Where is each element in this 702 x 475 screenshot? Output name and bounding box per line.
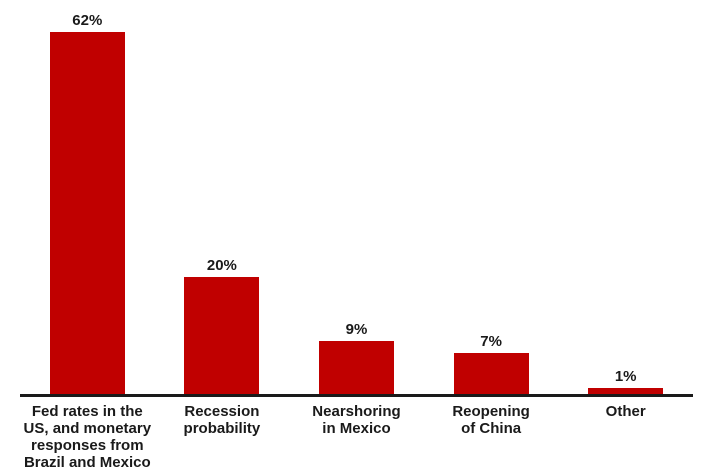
bar-value-label: 1% <box>614 368 637 385</box>
bar-group: 1% <box>558 0 693 394</box>
bar <box>318 341 394 394</box>
bar-group: 9% <box>289 0 424 394</box>
bar <box>184 277 260 394</box>
bar-group: 62% <box>20 0 155 394</box>
bar <box>49 32 125 394</box>
category-label: Other <box>605 403 646 420</box>
plot-area: 62% 20% 9% 7% 1% <box>20 0 693 397</box>
bar-value-label: 20% <box>206 257 237 274</box>
bar-group: 7% <box>424 0 559 394</box>
bar-value-label: 7% <box>480 333 502 350</box>
category-label: Nearshoring in Mexico <box>312 403 401 437</box>
category-label: Fed rates in the US, and monetary respon… <box>23 403 152 471</box>
bar-value-label: 62% <box>72 12 103 29</box>
category-label: Recession probability <box>183 403 261 437</box>
bar-group: 20% <box>155 0 290 394</box>
x-axis-labels: Fed rates in the US, and monetary respon… <box>20 397 693 471</box>
bar <box>453 353 529 394</box>
bar-value-label: 9% <box>345 321 368 338</box>
category-label: Reopening of China <box>452 403 530 437</box>
bar <box>588 388 664 394</box>
